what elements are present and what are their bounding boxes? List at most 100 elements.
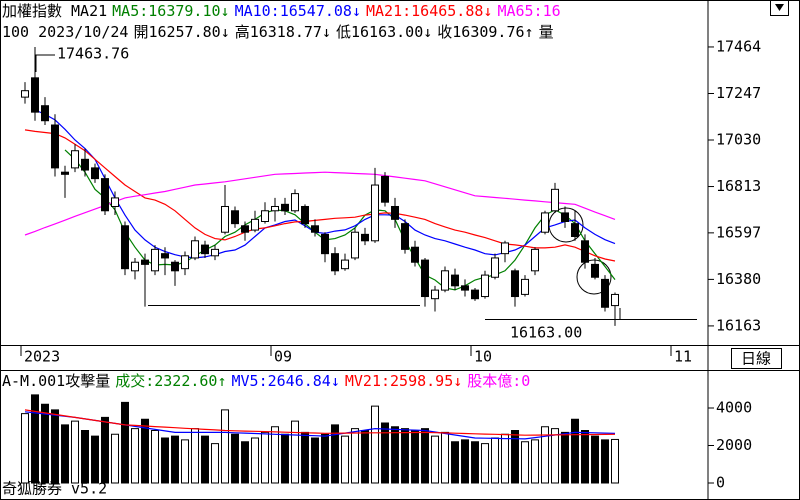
candle-body [421, 259, 429, 298]
volume-bar [351, 428, 359, 484]
candle-body [501, 242, 509, 255]
candle-body [191, 240, 199, 259]
header-item: 股本億:0 [467, 372, 530, 390]
candle-body [541, 212, 549, 233]
volume-bar [411, 430, 419, 484]
period-box[interactable] [731, 348, 782, 369]
volume-bar [521, 441, 529, 484]
candle-body [401, 223, 409, 250]
candle-body [341, 259, 349, 270]
header-item: ↓ [352, 2, 361, 20]
volume-bar [211, 443, 219, 484]
volume-bar [341, 435, 349, 484]
candle-body [351, 231, 359, 259]
candle-body [31, 77, 39, 113]
candle-body [451, 274, 459, 287]
volume-bar [101, 416, 109, 484]
header-item: MA21:16465.88 [366, 2, 483, 20]
header-item: ↓ [221, 2, 230, 20]
header-item: 量 [539, 23, 554, 41]
header-item: ↓ [453, 372, 462, 390]
candle-body [611, 293, 619, 307]
volume-bar [271, 426, 279, 484]
average-line [24, 129, 616, 262]
header-item: ↑ [217, 372, 226, 390]
volume-bar [171, 435, 179, 484]
volume-bar [601, 439, 609, 484]
volume-bar [491, 437, 499, 484]
candle-body [81, 158, 89, 171]
header-item: 收16309.76 [437, 23, 524, 41]
candle-body [101, 178, 109, 212]
header-item: MV21:2598.95 [345, 372, 453, 390]
highlight-circle [576, 259, 612, 295]
volume-bar [481, 443, 489, 484]
candle-body [61, 171, 69, 175]
volume-bar [471, 441, 479, 484]
candle-body [201, 244, 209, 255]
y-tick-label: 16813 [716, 177, 761, 195]
candle-body [181, 255, 189, 270]
candle-body [371, 184, 379, 242]
volume-bar [301, 431, 309, 484]
volume-bar [431, 435, 439, 484]
header-item: 低16163.00 [336, 23, 423, 41]
volume-bar [541, 426, 549, 484]
header-line: 100 2023/10/24 開16257.80↓ 高16318.77↓ 低16163… [2, 23, 554, 41]
candle-body [581, 240, 589, 263]
volume-bar [451, 441, 459, 484]
candle-body [391, 205, 399, 220]
candle-body [311, 225, 319, 233]
average-line [24, 409, 616, 436]
y-tick-label: 16163 [716, 316, 761, 334]
candle-body [321, 233, 329, 255]
y-tick-label: 16597 [716, 223, 761, 241]
header-item: MV5:2646.84 [232, 372, 331, 390]
header-item: 高16318.77 [235, 23, 322, 41]
candle-body [291, 193, 299, 212]
candle-body [161, 253, 169, 259]
candle-body [431, 289, 439, 300]
menu-button[interactable] [770, 0, 789, 16]
volume-bar [131, 428, 139, 484]
candle-body [261, 210, 269, 222]
candle-body [281, 203, 289, 212]
y-tick-label: 2000 [716, 436, 752, 454]
volume-bar [161, 437, 169, 484]
volume-bar [141, 418, 149, 484]
volume-bar [291, 420, 299, 484]
volume-bar [561, 431, 569, 484]
y-tick-label: 17247 [716, 84, 761, 102]
candle-body [241, 225, 249, 233]
volume-bar [111, 433, 119, 484]
candle-body [221, 205, 229, 233]
candle-body [151, 248, 159, 272]
header-item: 成交:2322.60 [115, 372, 217, 390]
volume-bar [391, 426, 399, 484]
volume-bar [91, 435, 99, 484]
candle-body [331, 253, 339, 272]
candle-body [121, 225, 129, 270]
header-item: ↓ [221, 23, 230, 41]
candle-body [511, 270, 519, 298]
volume-bar [241, 441, 249, 484]
volume-bar [191, 428, 199, 484]
volume-bar [421, 428, 429, 484]
volume-bar [71, 420, 79, 484]
candle-body [481, 274, 489, 298]
candle-body [91, 167, 99, 180]
candle-body [441, 270, 449, 291]
candle-body [141, 259, 149, 265]
candle-body [231, 210, 239, 225]
volume-bar [61, 424, 69, 484]
y-tick-label: 17030 [716, 131, 761, 149]
period: 日線 [741, 350, 771, 368]
candle-body [411, 246, 419, 263]
candle-body [461, 285, 469, 291]
volume-bar [281, 433, 289, 484]
candle-body [491, 257, 499, 278]
header-line: 加權指數 MA21 MA5:16379.10↓ MA10:16547.08↓ MA21… [2, 2, 561, 20]
header-item: 加權指數 MA21 [2, 2, 107, 20]
